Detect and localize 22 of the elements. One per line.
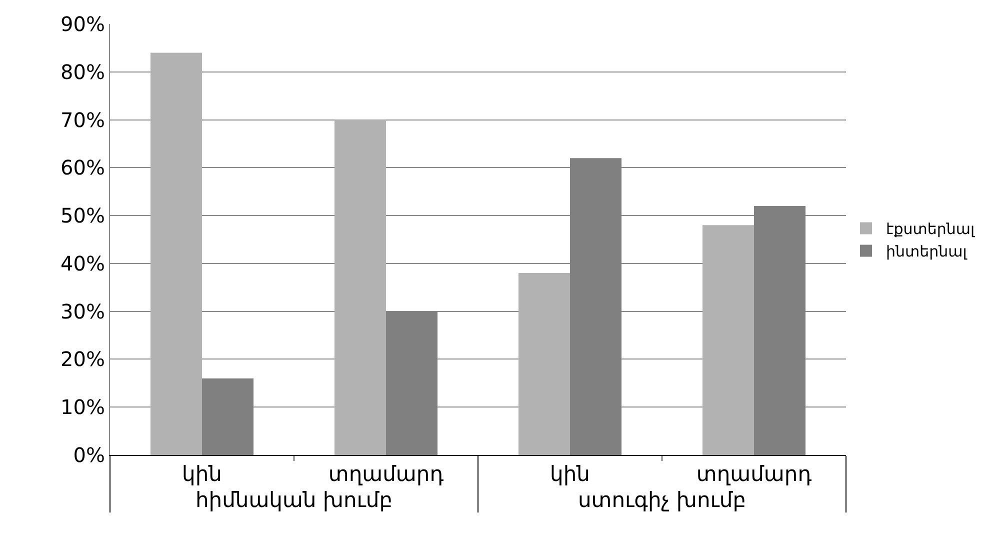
y-tick-label: 70% [60,108,105,132]
bar [518,273,570,455]
bar [334,120,386,455]
bar [702,225,754,455]
text: հիմնական խումբ [195,488,393,512]
y-tick-label: 0% [73,443,105,467]
y-tick-label: 30% [60,299,105,324]
bar [150,52,202,455]
y-tick-label: 50% [60,204,105,228]
x-tick-label: կին [550,462,590,486]
x-tick-label: տղամարդ [328,462,444,486]
y-tick-label: 80% [60,60,105,84]
legend-label: էքստերնալ [886,220,976,238]
legend-label: ինտերնալ [886,242,968,261]
y-tick-label: 60% [60,156,105,180]
x-tick-label: տղամարդ [696,462,812,486]
text: ստուգիչ խումբ [578,488,746,512]
y-tick-label: 20% [60,347,105,372]
y-tick-label: 40% [60,251,105,276]
y-tick-label: 10% [60,395,105,420]
x-tick-label: կին [182,462,222,486]
y-tick-label: 90% [60,12,105,36]
